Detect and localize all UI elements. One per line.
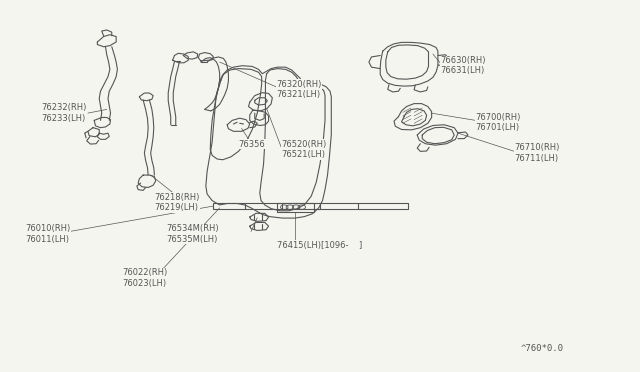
Text: 76415(LH)[1096-    ]: 76415(LH)[1096- ] [277,241,363,250]
Text: 76356: 76356 [239,140,265,148]
Text: 76630(RH)
76631(LH): 76630(RH) 76631(LH) [440,56,486,76]
Text: 76710(RH)
76711(LH): 76710(RH) 76711(LH) [515,144,560,163]
Text: 76534M(RH)
76535M(LH): 76534M(RH) 76535M(LH) [166,224,219,244]
Text: 76010(RH)
76011(LH): 76010(RH) 76011(LH) [25,224,70,244]
Text: 76022(RH)
76023(LH): 76022(RH) 76023(LH) [122,268,168,288]
Text: ^760*0.0: ^760*0.0 [521,344,564,353]
Text: 76320(RH)
76321(LH): 76320(RH) 76321(LH) [276,80,321,99]
Text: 76232(RH)
76233(LH): 76232(RH) 76233(LH) [41,103,86,123]
Text: 76700(RH)
76701(LH): 76700(RH) 76701(LH) [476,112,521,132]
Text: 76218(RH)
76219(LH): 76218(RH) 76219(LH) [154,193,200,212]
Text: 76520(RH)
76521(LH): 76520(RH) 76521(LH) [281,140,326,159]
